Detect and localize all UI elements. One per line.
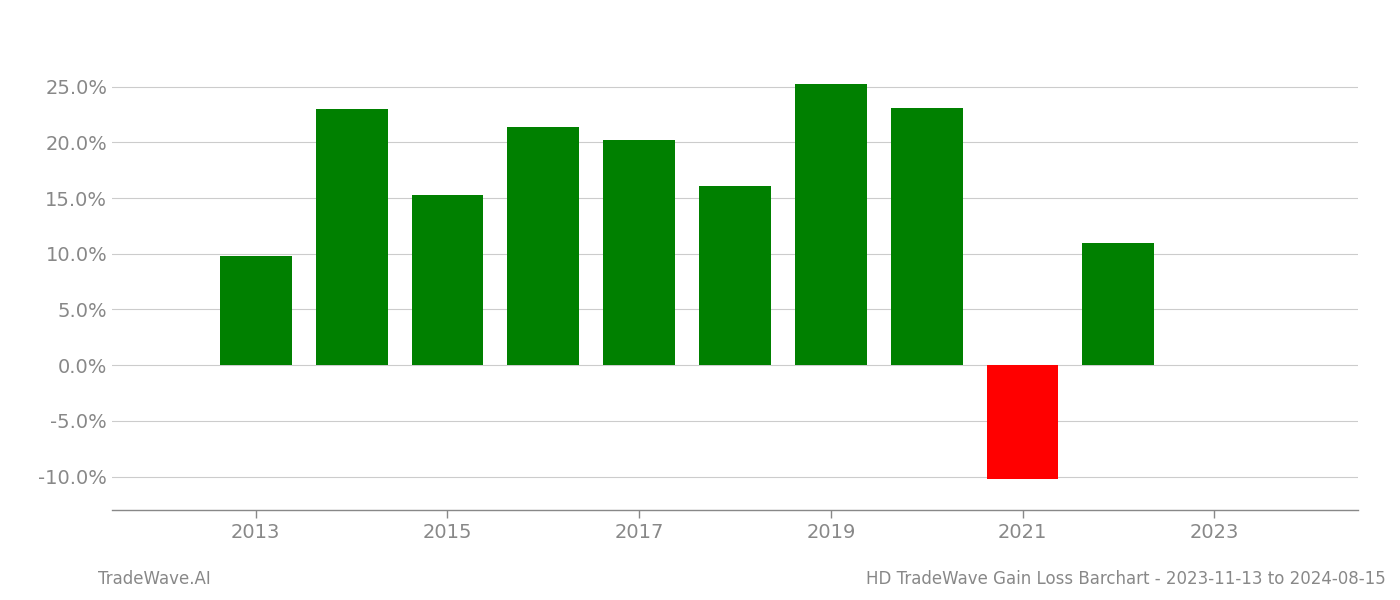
Bar <box>603 140 675 365</box>
Bar <box>1082 242 1155 365</box>
Bar <box>412 194 483 365</box>
Bar <box>987 365 1058 479</box>
Bar <box>315 109 388 365</box>
Bar <box>220 256 291 365</box>
Bar <box>507 127 580 365</box>
Text: TradeWave.AI: TradeWave.AI <box>98 570 211 588</box>
Bar <box>890 108 963 365</box>
Bar <box>699 186 771 365</box>
Bar <box>795 85 867 365</box>
Text: HD TradeWave Gain Loss Barchart - 2023-11-13 to 2024-08-15: HD TradeWave Gain Loss Barchart - 2023-1… <box>867 570 1386 588</box>
